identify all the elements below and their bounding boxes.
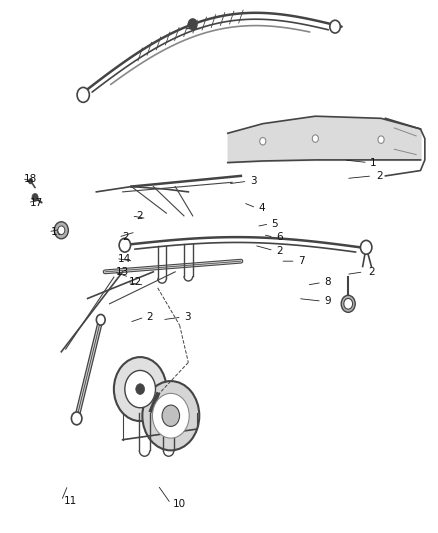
Circle shape bbox=[152, 393, 189, 438]
Text: 5: 5 bbox=[272, 219, 278, 229]
Circle shape bbox=[54, 222, 68, 239]
Text: 11: 11 bbox=[64, 496, 77, 506]
Text: 2: 2 bbox=[147, 312, 153, 322]
Text: 1: 1 bbox=[370, 158, 377, 167]
Circle shape bbox=[77, 87, 89, 102]
Circle shape bbox=[344, 298, 353, 309]
Circle shape bbox=[360, 240, 372, 254]
Text: 3: 3 bbox=[184, 312, 191, 322]
Text: 2: 2 bbox=[123, 232, 129, 242]
Circle shape bbox=[125, 370, 155, 408]
Circle shape bbox=[260, 138, 266, 145]
Text: 2: 2 bbox=[368, 267, 374, 277]
Text: 6: 6 bbox=[276, 232, 283, 242]
Circle shape bbox=[71, 412, 82, 425]
Text: 10: 10 bbox=[173, 499, 186, 508]
Text: 18: 18 bbox=[24, 174, 37, 183]
Text: 17: 17 bbox=[30, 198, 43, 207]
Text: 2: 2 bbox=[276, 246, 283, 255]
Text: 12: 12 bbox=[129, 278, 142, 287]
Text: 8: 8 bbox=[324, 278, 331, 287]
Text: 2: 2 bbox=[136, 211, 142, 221]
Text: 7: 7 bbox=[298, 256, 304, 266]
Text: 13: 13 bbox=[116, 267, 129, 277]
Circle shape bbox=[330, 20, 340, 33]
Circle shape bbox=[136, 384, 145, 394]
Text: 4: 4 bbox=[258, 203, 265, 213]
Circle shape bbox=[114, 357, 166, 421]
Circle shape bbox=[28, 179, 33, 184]
Circle shape bbox=[341, 295, 355, 312]
Text: 14: 14 bbox=[118, 254, 131, 263]
Circle shape bbox=[378, 136, 384, 143]
Text: 2: 2 bbox=[377, 171, 383, 181]
Circle shape bbox=[119, 238, 131, 252]
Text: 16: 16 bbox=[50, 227, 64, 237]
Circle shape bbox=[188, 19, 197, 29]
Circle shape bbox=[96, 314, 105, 325]
Circle shape bbox=[312, 135, 318, 142]
Circle shape bbox=[142, 381, 199, 450]
Text: 9: 9 bbox=[324, 296, 331, 306]
Circle shape bbox=[58, 226, 65, 235]
Circle shape bbox=[162, 405, 180, 426]
Circle shape bbox=[32, 193, 38, 201]
Text: 3: 3 bbox=[250, 176, 256, 186]
